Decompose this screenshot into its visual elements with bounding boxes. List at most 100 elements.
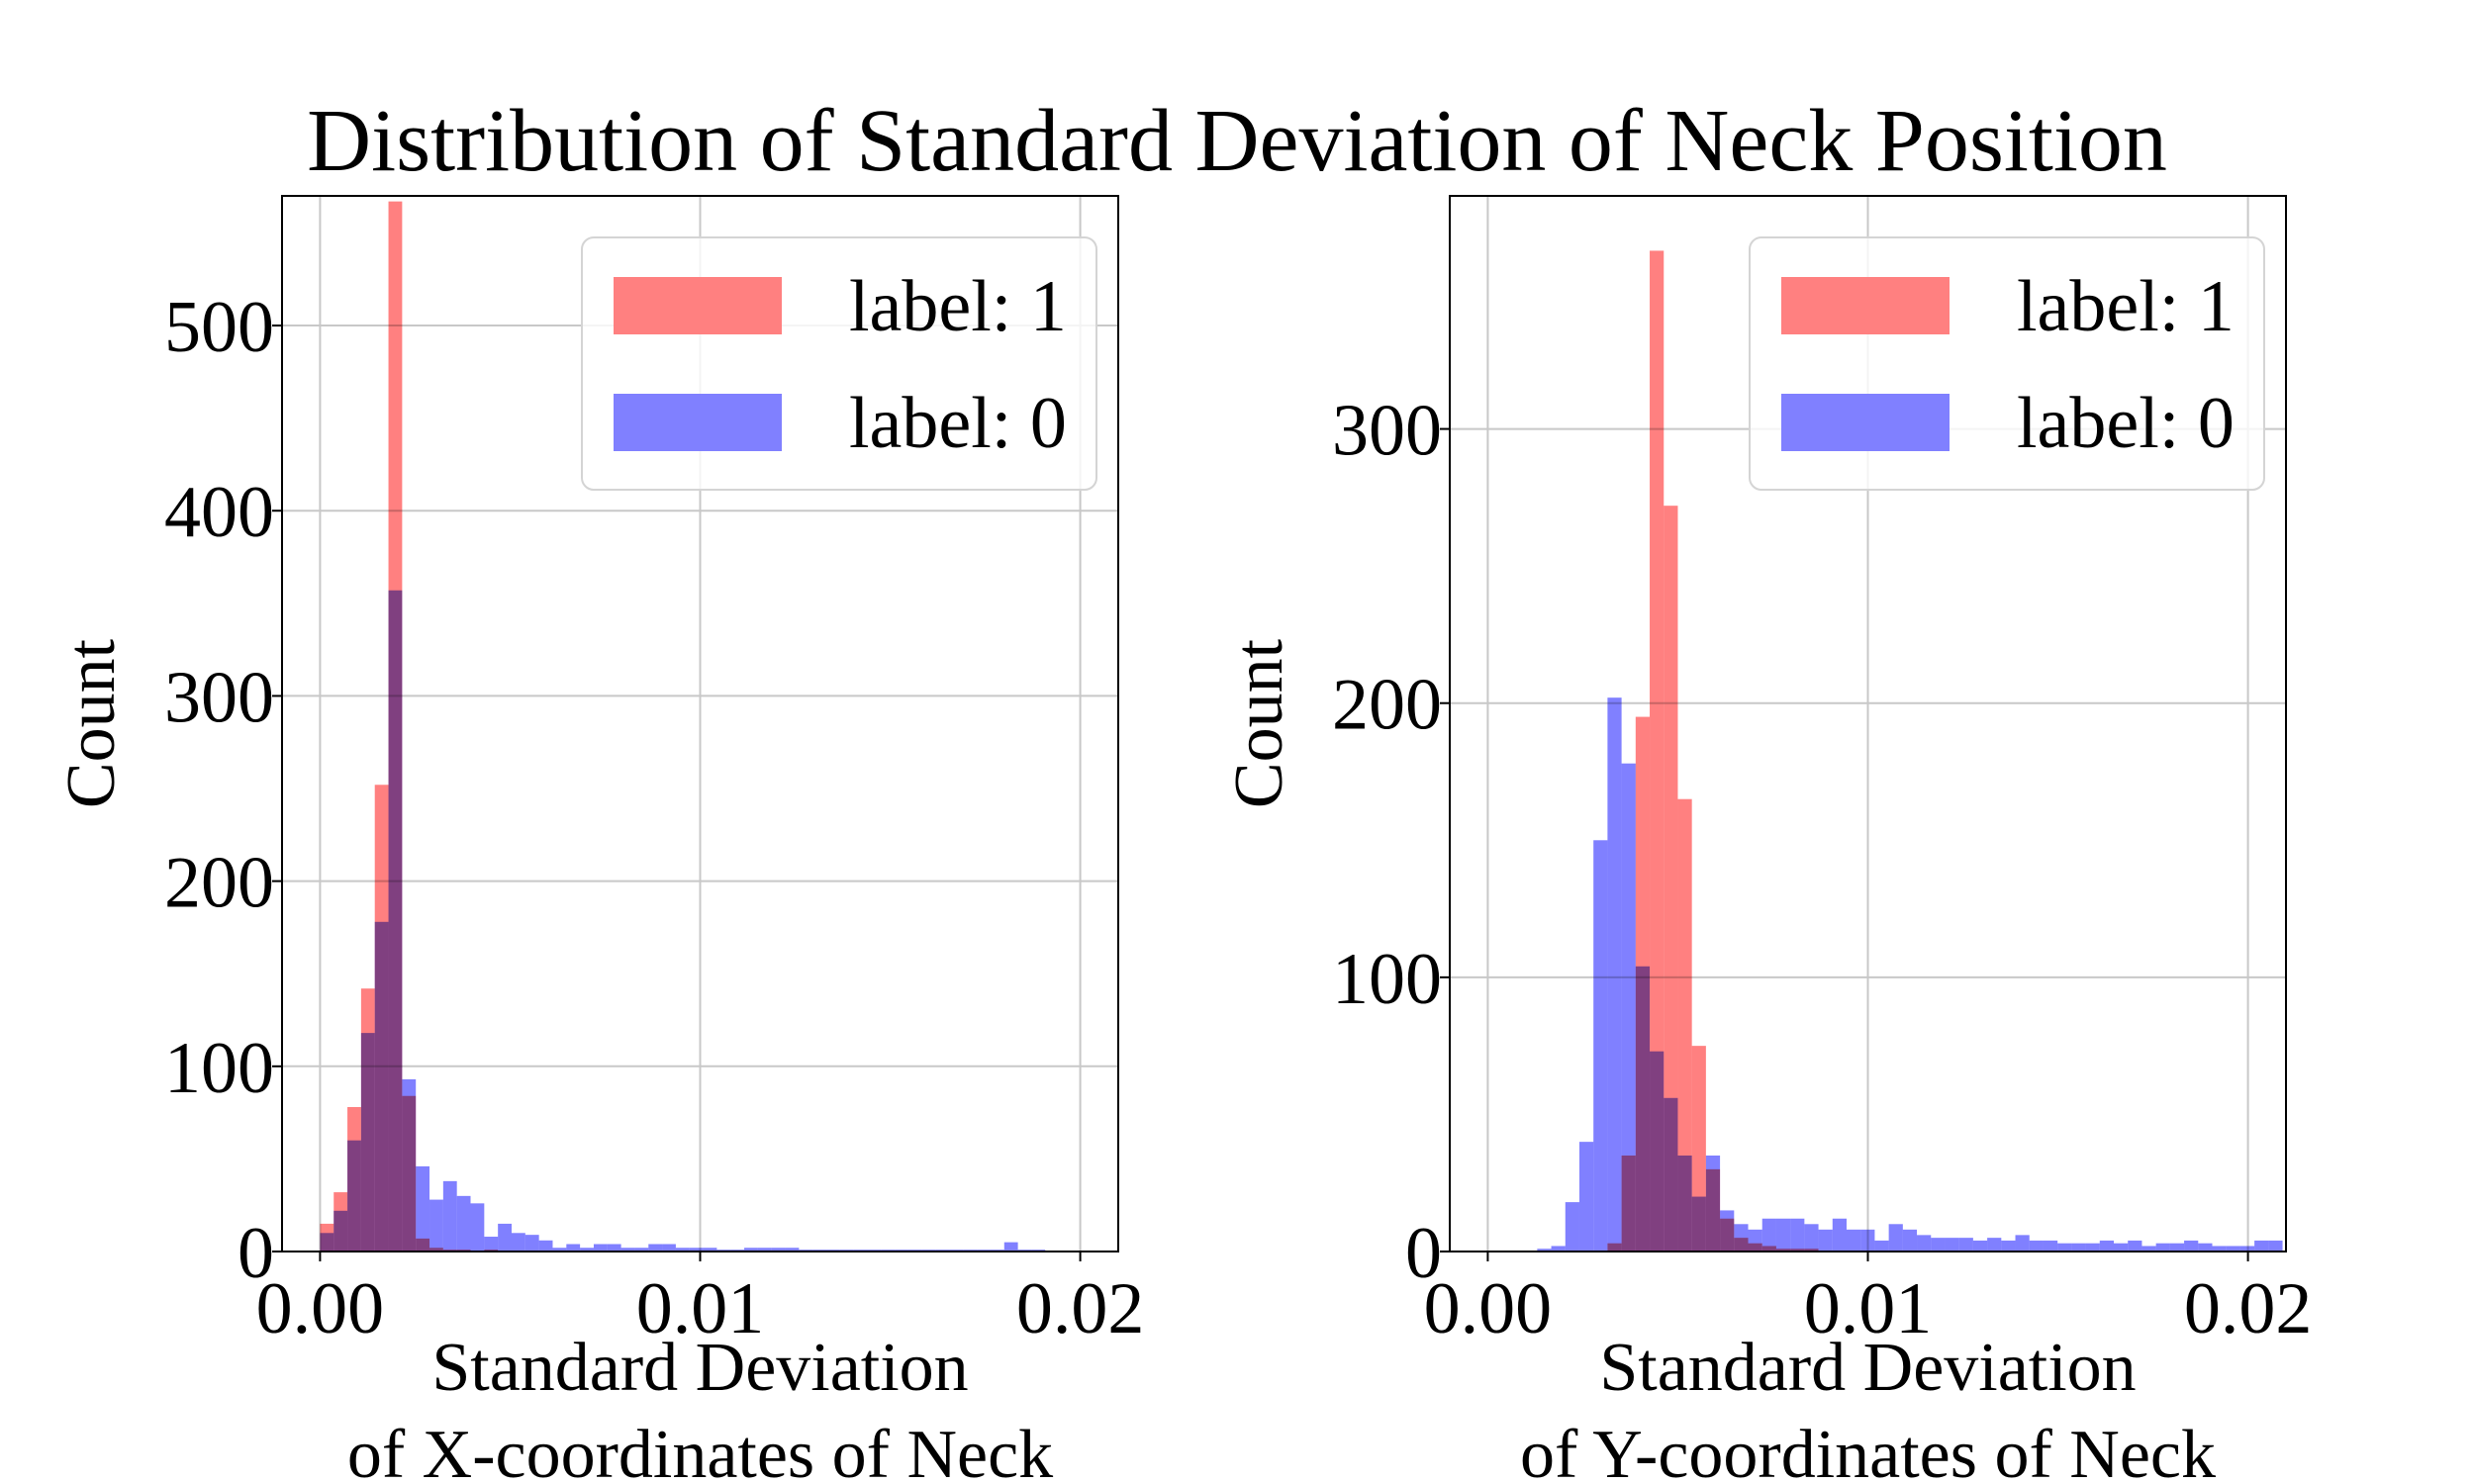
- histogram-bar: [1677, 1156, 1692, 1252]
- figure-title: Distribution of Standard Deviation of Ne…: [307, 92, 2167, 190]
- y-tick-label: 500: [164, 287, 274, 368]
- legend-swatch: [614, 394, 782, 451]
- x-axis-label: of X-coordinates of Neck: [347, 1417, 1053, 1484]
- histogram-bar: [1003, 1242, 1018, 1252]
- histogram-bar: [1650, 250, 1665, 1252]
- histogram-bar: [703, 1248, 717, 1252]
- histogram-bar: [744, 1248, 758, 1252]
- histogram-bar: [2001, 1240, 2016, 1252]
- histogram-bar: [552, 1248, 567, 1252]
- histogram-bar: [1635, 966, 1651, 1252]
- y-tick-label: 300: [1332, 391, 1442, 472]
- x-tick-label: 0.00: [1424, 1268, 1553, 1349]
- legend-label: label: 0: [2017, 383, 2235, 464]
- histogram-bar: [1804, 1224, 1819, 1252]
- histogram-bar: [1818, 1229, 1833, 1252]
- histogram-bar: [1705, 1156, 1721, 1252]
- histogram-bar: [333, 1210, 348, 1252]
- histogram-bar: [1691, 1196, 1706, 1252]
- histogram-bar: [484, 1237, 499, 1252]
- y-tick-label: 100: [164, 1028, 274, 1109]
- histogram-bar: [1987, 1238, 2002, 1252]
- histogram-bar: [1677, 798, 1692, 1252]
- histogram-bar: [402, 1078, 417, 1252]
- histogram-bar: [662, 1244, 676, 1252]
- x-tick-label: 0.01: [636, 1268, 765, 1349]
- histogram-bar: [1748, 1229, 1762, 1252]
- histogram-bar: [1650, 1051, 1665, 1252]
- histogram-bar: [498, 1223, 512, 1252]
- histogram-bar: [1958, 1238, 1973, 1252]
- histogram-bar: [2114, 1243, 2129, 1252]
- histogram-bar: [1593, 840, 1608, 1252]
- histogram-bar: [620, 1248, 635, 1252]
- histogram-bar: [1664, 506, 1678, 1252]
- histogram-bar: [1917, 1235, 1932, 1252]
- y-tick-label: 300: [164, 657, 274, 738]
- y-tick-label: 100: [1332, 939, 1442, 1020]
- histogram-bar: [2085, 1243, 2100, 1252]
- legend-label: label: 0: [849, 383, 1067, 464]
- x-tick-label: 0.00: [256, 1268, 385, 1349]
- y-axis-label: Count: [53, 638, 130, 808]
- histogram-bar: [429, 1199, 443, 1252]
- x-axis-label: Standard Deviation: [431, 1330, 968, 1406]
- histogram-bar: [2184, 1240, 2199, 1252]
- histogram-bar: [360, 1033, 375, 1252]
- histogram-bar: [442, 1180, 457, 1252]
- histogram-bar: [470, 1203, 485, 1252]
- histogram-bar: [1931, 1238, 1946, 1252]
- histogram-bar: [1945, 1238, 1959, 1252]
- histogram-bar: [1888, 1224, 1903, 1252]
- histogram-bar: [2155, 1243, 2170, 1252]
- legend: label: 1 label: 0: [581, 236, 1097, 491]
- y-tick-label: 200: [1332, 665, 1442, 746]
- histogram-bar: [648, 1244, 663, 1252]
- histogram-bar: [2226, 1246, 2240, 1252]
- histogram-bar: [593, 1244, 608, 1252]
- histogram-bar: [1902, 1229, 1918, 1252]
- histogram-bar: [2071, 1243, 2086, 1252]
- histogram-bar: [320, 1233, 334, 1252]
- histogram-bar: [2029, 1240, 2044, 1252]
- histogram-bar: [456, 1195, 471, 1252]
- histogram-bar: [1621, 763, 1636, 1252]
- histogram-bar: [2169, 1243, 2185, 1252]
- histogram-bar: [1972, 1240, 1988, 1252]
- histogram-bar: [2254, 1240, 2269, 1252]
- y-tick-label: 0: [1405, 1213, 1442, 1294]
- y-tick-label: 400: [164, 472, 274, 553]
- legend-swatch: [614, 277, 782, 334]
- histogram-bar: [2057, 1243, 2072, 1252]
- histogram-bar: [1761, 1218, 1776, 1252]
- histogram-bar: [580, 1248, 594, 1252]
- histogram-bar: [1565, 1202, 1579, 1252]
- histogram-bar: [1775, 1218, 1791, 1252]
- histogram-bar: [2198, 1243, 2213, 1252]
- histogram-bar: [771, 1248, 786, 1252]
- histogram-bar: [1664, 1097, 1678, 1252]
- histogram-bar: [675, 1248, 690, 1252]
- histogram-bar: [634, 1248, 649, 1252]
- histogram-bar: [1734, 1224, 1749, 1252]
- histogram-bar: [1790, 1218, 1805, 1252]
- histogram-bar: [1860, 1229, 1875, 1252]
- histogram-bar: [2015, 1235, 2030, 1252]
- series-label-0: [320, 590, 1046, 1252]
- histogram-bar: [538, 1240, 553, 1252]
- histogram-bar: [2128, 1240, 2142, 1252]
- legend-swatch: [1781, 277, 1950, 334]
- histogram-bar: [1578, 1142, 1594, 1252]
- histogram-bar: [1846, 1229, 1861, 1252]
- histogram-bar: [416, 1165, 430, 1252]
- histogram-bar: [689, 1248, 704, 1252]
- histogram-bar: [2141, 1246, 2156, 1252]
- y-tick-label: 200: [164, 843, 274, 924]
- histogram-bar: [2043, 1240, 2058, 1252]
- histogram-panel-x: 0.00 0.01 0.02 0 100 200 300 400 500 Standard Dev…: [53, 195, 1145, 1484]
- histogram-bar: [2268, 1240, 2283, 1252]
- x-tick-label: 0.02: [1016, 1268, 1145, 1349]
- histogram-bar: [1832, 1218, 1847, 1252]
